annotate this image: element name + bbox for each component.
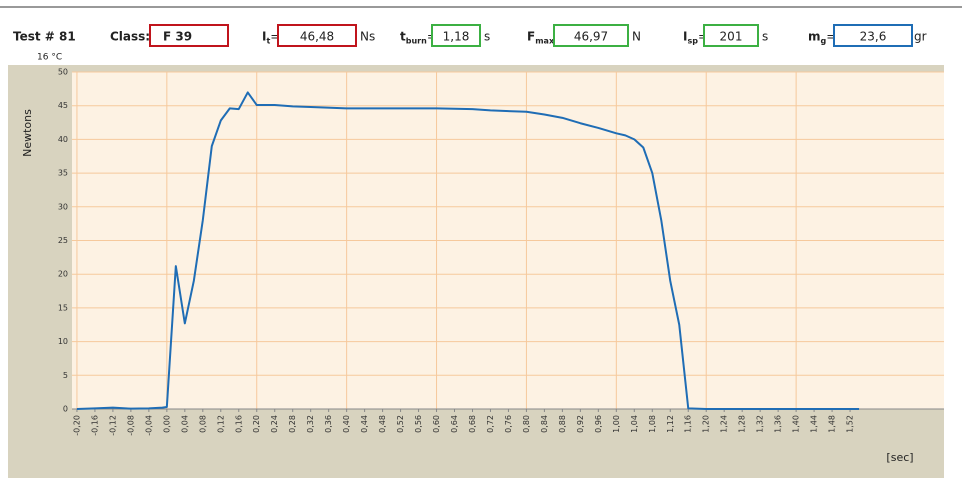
x-tick-label: 1,36 [774,415,783,433]
field-subscript: burn [406,37,427,46]
temperature: 16 °C [37,53,62,63]
x-tick-label: 0,84 [540,415,549,433]
x-tick-label: 0,24 [270,415,279,433]
x-tick-label: 0,80 [522,415,531,433]
field-subscript: max [535,37,555,46]
x-tick-label: 1,12 [666,415,675,433]
field-box [431,24,481,47]
y-tick-label: 25 [58,236,68,245]
field-unit: s [484,30,490,44]
field-value: 46,97 [574,30,608,44]
x-tick-label: 0,68 [468,415,477,433]
field-unit: N [632,30,641,44]
x-tick-label: 0,40 [342,415,351,433]
x-tick-label: -0,12 [108,415,117,436]
x-tick-label: 1,04 [630,415,639,433]
field-unit: gr [914,30,927,44]
x-tick-label: 0,96 [594,415,603,433]
field-symbol: I [262,30,266,44]
y-tick-label: 20 [58,270,68,279]
x-tick-label: 1,52 [846,415,855,433]
y-tick-label: 15 [58,303,68,312]
x-tick-label: 1,32 [756,415,765,433]
x-tick-label: 0,60 [432,415,441,433]
field-unit: Ns [360,30,375,44]
x-tick-label: 1,28 [738,415,747,433]
x-tick-label: 0,64 [450,415,459,433]
y-tick-label: 10 [58,337,68,346]
x-tick-label: 1,48 [828,415,837,433]
field-symbol: m [808,30,821,44]
x-tick-label: 0,76 [504,415,513,433]
field-value: 1,18 [443,30,470,44]
class-value: F 39 [163,30,192,44]
x-tick-label: -0,20 [72,415,81,436]
y-tick-label: 30 [58,202,68,211]
x-tick-label: 0,32 [306,415,315,433]
field-unit: s [762,30,768,44]
x-tick-label: 0,52 [396,415,405,433]
x-axis-label: [sec] [886,451,913,464]
x-tick-label: 0,20 [252,415,261,433]
x-tick-label: 0,12 [216,415,225,433]
x-tick-label: 0,16 [234,415,243,433]
x-tick-label: 0,36 [324,415,333,433]
field-symbol: t [400,30,406,44]
y-tick-label: 40 [58,135,68,144]
field-equals: = [270,30,280,44]
x-tick-label: 0,56 [414,415,423,433]
x-tick-label: 1,24 [720,415,729,433]
x-tick-label: -0,04 [144,415,153,436]
x-tick-label: 0,88 [558,415,567,433]
x-tick-label: 0,00 [162,415,171,433]
field-value: 201 [720,30,743,44]
field-equals: = [826,30,836,44]
field-subscript: g [821,37,827,46]
y-axis-label: Newtons [21,109,34,157]
x-tick-label: 0,28 [288,415,297,433]
class-box [149,24,229,47]
x-tick-label: 1,08 [648,415,657,433]
x-tick-label: 1,20 [702,415,711,433]
field-box [703,24,759,47]
field-value: 23,6 [860,30,887,44]
x-tick-label: 0,04 [180,415,189,433]
x-tick-label: 0,92 [576,415,585,433]
field-subscript: sp [687,37,698,46]
x-tick-label: 1,16 [684,415,693,433]
field-box [553,24,629,47]
x-tick-label: 0,08 [198,415,207,433]
field-value: 46,48 [300,30,334,44]
x-tick-label: 0,44 [360,415,369,433]
x-tick-label: 0,48 [378,415,387,433]
field-box [277,24,357,47]
y-tick-label: 50 [58,68,68,77]
x-tick-label: 1,00 [612,415,621,433]
class-label: Class: [110,30,150,44]
thrust-line [76,91,860,410]
field-symbol: F [527,30,535,44]
x-tick-label: -0,16 [90,415,99,436]
x-tick-label: 1,44 [810,415,819,433]
field-box [833,24,913,47]
field-symbol: I [683,30,687,44]
field-subscript: t [266,37,270,46]
test-number: Test # 81 [13,30,76,44]
x-tick-label: 0,72 [486,415,495,433]
y-tick-label: 5 [63,371,68,380]
x-tick-label: 1,40 [792,415,801,433]
y-tick-label: 35 [58,169,68,178]
y-tick-label: 0 [63,405,68,414]
x-tick-label: -0,08 [126,415,135,436]
y-tick-label: 45 [58,101,68,110]
